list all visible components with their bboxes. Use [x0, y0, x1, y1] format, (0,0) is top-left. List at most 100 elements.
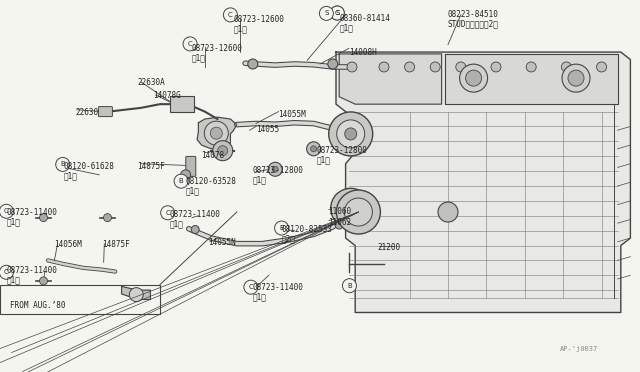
Text: （1）: （1）	[253, 293, 267, 302]
Text: C: C	[248, 284, 253, 290]
Circle shape	[331, 188, 371, 228]
Polygon shape	[197, 117, 237, 149]
Circle shape	[40, 214, 47, 222]
Circle shape	[161, 206, 175, 220]
Circle shape	[596, 62, 607, 72]
Circle shape	[0, 265, 13, 279]
Text: 14875F: 14875F	[138, 162, 165, 171]
Circle shape	[180, 170, 191, 180]
Text: B: B	[179, 178, 184, 184]
Bar	[0, 285, 160, 314]
Text: C: C	[4, 269, 9, 275]
Circle shape	[218, 146, 228, 155]
Circle shape	[307, 142, 321, 156]
Circle shape	[491, 62, 501, 72]
Circle shape	[328, 59, 338, 69]
Circle shape	[460, 64, 488, 92]
Text: （1）: （1）	[6, 217, 20, 226]
Circle shape	[211, 127, 222, 139]
Circle shape	[248, 59, 258, 69]
Circle shape	[223, 8, 237, 22]
Circle shape	[129, 288, 143, 302]
Polygon shape	[339, 54, 442, 104]
Text: 08723-12600: 08723-12600	[192, 44, 243, 53]
Text: B: B	[60, 161, 65, 167]
Circle shape	[310, 146, 317, 152]
Text: 08723-12800: 08723-12800	[317, 146, 367, 155]
Text: B: B	[279, 225, 284, 231]
Circle shape	[244, 280, 258, 294]
Text: 11060: 11060	[328, 207, 351, 216]
Text: 21200: 21200	[378, 243, 401, 251]
Text: 08723-12800: 08723-12800	[253, 166, 303, 175]
Circle shape	[562, 64, 590, 92]
Circle shape	[339, 196, 363, 220]
Circle shape	[344, 198, 372, 226]
Circle shape	[337, 190, 380, 234]
Circle shape	[337, 120, 365, 148]
Polygon shape	[445, 54, 618, 104]
Circle shape	[40, 277, 47, 285]
Text: （1）: （1）	[317, 155, 331, 164]
Text: C: C	[4, 208, 9, 214]
Circle shape	[0, 204, 13, 218]
Text: （1）: （1）	[253, 176, 267, 185]
Circle shape	[379, 62, 389, 72]
Text: 14055M: 14055M	[278, 110, 306, 119]
Text: 08223-84510: 08223-84510	[448, 10, 499, 19]
Circle shape	[347, 62, 357, 72]
Polygon shape	[122, 286, 150, 299]
Text: 14055N: 14055N	[208, 238, 236, 247]
Circle shape	[404, 62, 415, 72]
Circle shape	[456, 62, 466, 72]
Text: 08120-61628: 08120-61628	[64, 162, 115, 171]
FancyBboxPatch shape	[186, 156, 196, 176]
FancyBboxPatch shape	[99, 107, 113, 116]
Circle shape	[104, 214, 111, 222]
Text: 11062: 11062	[328, 218, 351, 227]
Circle shape	[526, 62, 536, 72]
Circle shape	[466, 70, 482, 86]
Circle shape	[438, 202, 458, 222]
Circle shape	[568, 70, 584, 86]
Text: 08723-11400: 08723-11400	[6, 208, 57, 217]
Text: 08723-11400: 08723-11400	[6, 266, 57, 275]
Text: STUDスタッド（2）: STUDスタッド（2）	[448, 19, 499, 28]
Text: （1）: （1）	[170, 219, 184, 228]
Polygon shape	[336, 52, 630, 312]
Text: 08120-82533: 08120-82533	[282, 225, 332, 234]
Text: （1）: （1）	[186, 187, 200, 196]
Circle shape	[329, 112, 372, 156]
Text: 08723-11400: 08723-11400	[253, 283, 303, 292]
Circle shape	[204, 121, 228, 145]
Circle shape	[561, 62, 572, 72]
Text: 08723-12600: 08723-12600	[234, 15, 284, 24]
Text: （2）: （2）	[282, 234, 296, 243]
Text: （1）: （1）	[339, 23, 353, 32]
Circle shape	[342, 279, 356, 293]
Text: C: C	[188, 41, 193, 47]
Circle shape	[430, 62, 440, 72]
Circle shape	[275, 221, 289, 235]
Circle shape	[268, 162, 282, 176]
Text: FROM AUG.’80: FROM AUG.’80	[10, 301, 65, 310]
Text: （1）: （1）	[6, 275, 20, 284]
Text: （1）: （1）	[64, 171, 78, 180]
Bar	[170, 96, 194, 112]
Text: 14078: 14078	[202, 151, 225, 160]
Text: S: S	[324, 10, 328, 16]
Text: 14008H: 14008H	[349, 48, 376, 57]
Circle shape	[212, 141, 233, 161]
Text: 14875F: 14875F	[102, 240, 130, 249]
Text: 22630: 22630	[76, 108, 99, 117]
Circle shape	[330, 6, 344, 20]
Text: C: C	[228, 12, 233, 18]
Text: 08120-63528: 08120-63528	[186, 177, 236, 186]
Text: S: S	[335, 10, 339, 16]
Text: 08723-11400: 08723-11400	[170, 210, 220, 219]
Circle shape	[174, 174, 188, 188]
Circle shape	[183, 37, 197, 51]
Text: 14078G: 14078G	[154, 91, 181, 100]
Text: C: C	[335, 10, 340, 16]
Text: 14055: 14055	[256, 125, 279, 134]
